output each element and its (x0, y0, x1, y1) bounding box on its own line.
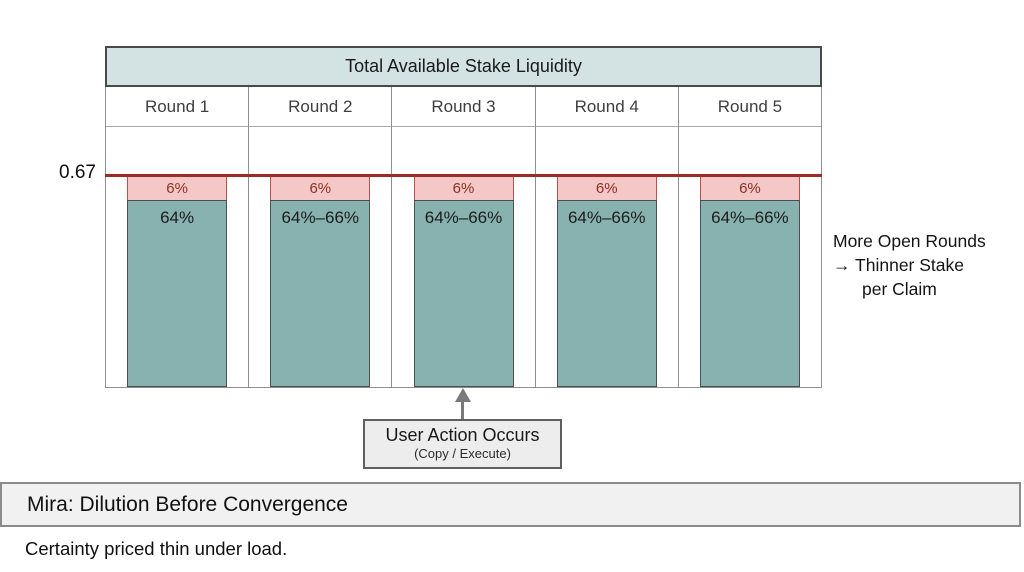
dilution-segment: 6% (699, 176, 800, 200)
arrow-up-icon (455, 388, 471, 402)
round-header: Round 2 (249, 87, 392, 127)
table-title: Total Available Stake Liquidity (105, 46, 822, 87)
callout-title: User Action Occurs (385, 425, 540, 445)
stake-bar: 6% 64% (127, 176, 228, 387)
dilution-segment: 6% (413, 176, 514, 200)
round-grid: Round 1 6% 64% Round 2 6% 64%–66% Round … (105, 87, 822, 388)
threshold-line (105, 174, 822, 177)
round-header: Round 4 (535, 87, 678, 127)
side-note-line-2: → Thinner Stake (833, 255, 964, 275)
round-column-5: Round 5 6% 64%–66% (678, 87, 822, 387)
dilution-segment: 6% (556, 176, 657, 200)
stake-segment: 64% (127, 200, 228, 387)
side-note-line-3: per Claim (862, 279, 937, 299)
stake-bar: 6% 64%–66% (270, 176, 371, 387)
callout-subtitle: (Copy / Execute) (414, 446, 511, 461)
stake-bar: 6% 64%–66% (413, 176, 514, 387)
stake-segment: 64%–66% (413, 200, 514, 387)
arrow-stem (461, 401, 464, 419)
footer-title-band: Mira: Dilution Before Convergence (0, 482, 1021, 527)
slide-subtitle: Certainty priced thin under load. (25, 538, 288, 559)
stake-segment: 64%–66% (699, 200, 800, 387)
stake-liquidity-table: Total Available Stake Liquidity Round 1 … (105, 46, 822, 388)
side-note: More Open Rounds → Thinner Stake per Cla… (833, 229, 986, 301)
round-column-1: Round 1 6% 64% (106, 87, 250, 387)
side-note-line-1: More Open Rounds (833, 231, 986, 251)
round-column-3: Round 3 6% 64%–66% (392, 87, 536, 387)
round-header: Round 1 (106, 87, 249, 127)
dilution-segment: 6% (127, 176, 228, 200)
stake-segment: 64%–66% (556, 200, 657, 387)
round-header: Round 5 (678, 87, 822, 127)
stake-bar: 6% 64%–66% (556, 176, 657, 387)
user-action-callout: User Action Occurs (Copy / Execute) (363, 419, 562, 469)
dilution-segment: 6% (270, 176, 371, 200)
round-column-2: Round 2 6% 64%–66% (249, 87, 393, 387)
slide-title: Mira: Dilution Before Convergence (27, 493, 348, 516)
stake-bar: 6% 64%–66% (699, 176, 800, 387)
round-header: Round 3 (392, 87, 535, 127)
threshold-label: 0.67 (59, 162, 96, 183)
round-column-4: Round 4 6% 64%–66% (535, 87, 679, 387)
stake-segment: 64%–66% (270, 200, 371, 387)
